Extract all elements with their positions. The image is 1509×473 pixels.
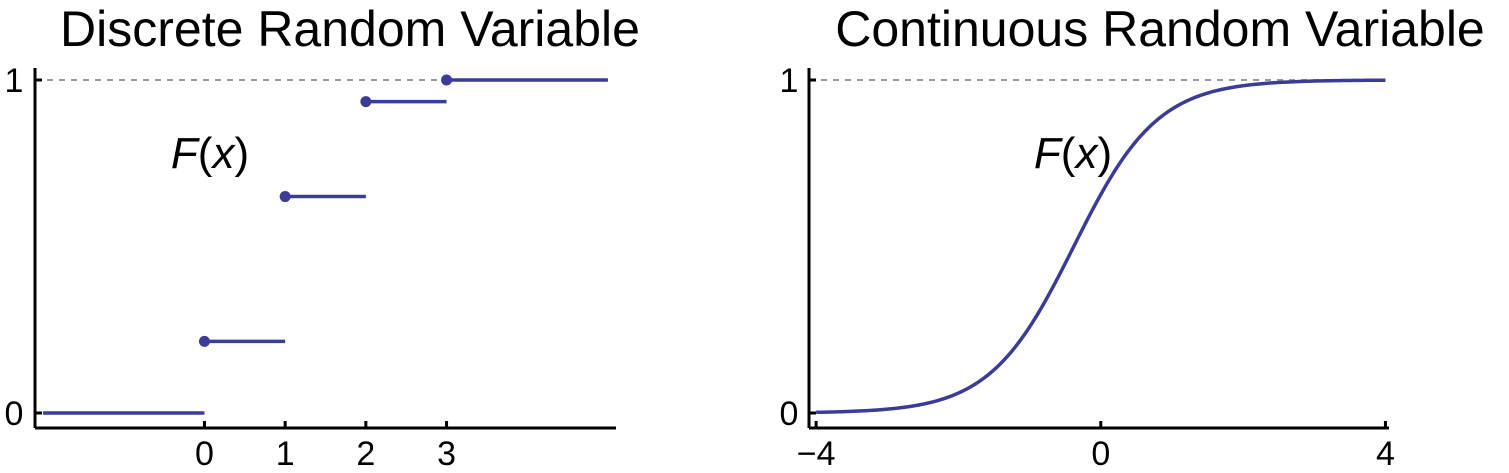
discrete-step-point-3 xyxy=(360,96,372,108)
discrete-y-tick-label-1: 1 xyxy=(5,62,24,100)
continuous-y-tick-label-0: 0 xyxy=(780,395,799,433)
discrete-step-point-4 xyxy=(441,74,453,86)
discrete-annotation: F(x) xyxy=(171,129,249,178)
discrete-x-tick-label-1: 1 xyxy=(276,435,295,473)
discrete-step-point-1 xyxy=(198,335,210,347)
discrete-x-tick-label-3: 3 xyxy=(437,435,456,473)
discrete-step-point-2 xyxy=(279,191,291,203)
continuous-x-tick-label-2: 4 xyxy=(1376,435,1395,473)
discrete-chart: Discrete Random Variable 0 1 0 1 2 3 F(x) xyxy=(5,1,640,473)
continuous-x-tick-label-1: 0 xyxy=(1091,435,1110,473)
continuous-y-tick-label-1: 1 xyxy=(780,62,799,100)
continuous-chart-title: Continuous Random Variable xyxy=(835,1,1484,57)
continuous-annotation: F(x) xyxy=(1034,129,1112,178)
continuous-x-tick-label-0: −4 xyxy=(797,435,836,473)
discrete-x-tick-label-0: 0 xyxy=(195,435,214,473)
discrete-x-tick-label-2: 2 xyxy=(356,435,375,473)
continuous-chart: Continuous Random Variable 0 1 −4 0 4 F(x) xyxy=(780,1,1485,473)
discrete-chart-title: Discrete Random Variable xyxy=(60,1,640,57)
continuous-cdf-line xyxy=(816,78,1386,415)
discrete-y-tick-label-0: 0 xyxy=(5,395,24,433)
